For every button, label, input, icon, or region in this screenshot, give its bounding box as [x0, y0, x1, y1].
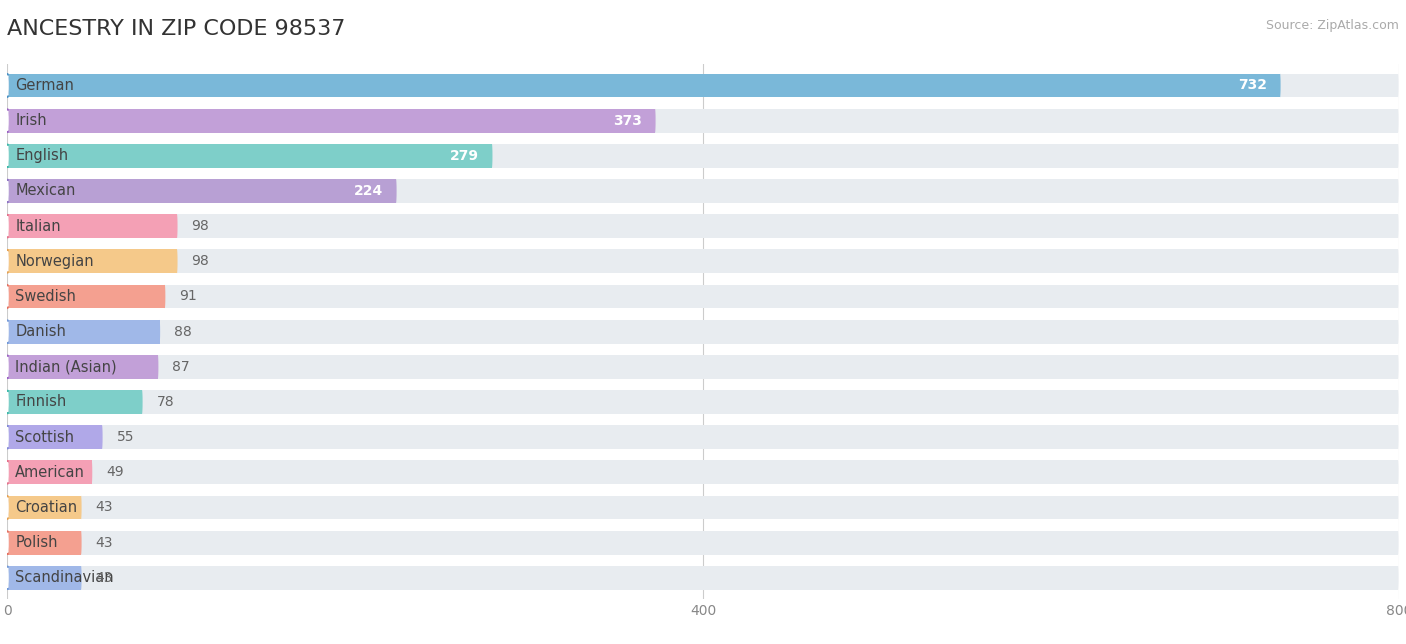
Text: 732: 732: [1237, 79, 1267, 93]
Text: Mexican: Mexican: [15, 184, 76, 198]
Bar: [7, 390, 142, 414]
Text: Polish: Polish: [15, 535, 58, 550]
Bar: [7, 495, 82, 520]
Bar: [7, 495, 1399, 520]
Text: Irish: Irish: [15, 113, 46, 128]
Bar: [7, 285, 1399, 308]
Text: 98: 98: [191, 254, 209, 269]
Text: 88: 88: [174, 325, 191, 339]
Bar: [7, 531, 82, 554]
Bar: [7, 425, 1399, 449]
Bar: [7, 531, 1399, 554]
Bar: [7, 214, 1399, 238]
Bar: [7, 144, 1399, 168]
Text: Finnish: Finnish: [15, 395, 66, 410]
Text: 43: 43: [96, 571, 114, 585]
Bar: [7, 566, 1399, 590]
Text: Indian (Asian): Indian (Asian): [15, 359, 117, 374]
Text: 98: 98: [191, 219, 209, 233]
Bar: [7, 179, 396, 203]
Text: English: English: [15, 148, 69, 164]
Bar: [7, 73, 1279, 97]
Text: 78: 78: [156, 395, 174, 409]
Bar: [7, 460, 1399, 484]
Bar: [7, 355, 157, 379]
Text: 55: 55: [117, 430, 134, 444]
Text: Norwegian: Norwegian: [15, 254, 94, 269]
Bar: [7, 355, 1399, 379]
Bar: [7, 109, 655, 133]
Bar: [7, 249, 177, 273]
Bar: [7, 566, 82, 590]
Text: 224: 224: [353, 184, 382, 198]
Text: 49: 49: [107, 466, 124, 479]
Bar: [7, 214, 177, 238]
Text: 43: 43: [96, 536, 114, 550]
Bar: [7, 73, 1399, 97]
Text: Source: ZipAtlas.com: Source: ZipAtlas.com: [1265, 19, 1399, 32]
Text: Italian: Italian: [15, 219, 60, 234]
Bar: [7, 319, 1399, 344]
Text: Danish: Danish: [15, 324, 66, 339]
Text: Croatian: Croatian: [15, 500, 77, 515]
Text: American: American: [15, 465, 84, 480]
Bar: [7, 425, 103, 449]
Bar: [7, 144, 492, 168]
Text: Scottish: Scottish: [15, 430, 75, 444]
Text: 87: 87: [173, 360, 190, 374]
Bar: [7, 179, 1399, 203]
Text: ANCESTRY IN ZIP CODE 98537: ANCESTRY IN ZIP CODE 98537: [7, 19, 346, 39]
Text: Swedish: Swedish: [15, 289, 76, 304]
Text: Scandinavian: Scandinavian: [15, 571, 114, 585]
Text: 373: 373: [613, 113, 643, 128]
Bar: [7, 109, 1399, 133]
Text: 279: 279: [450, 149, 478, 163]
Bar: [7, 390, 1399, 414]
Bar: [7, 319, 159, 344]
Text: 91: 91: [180, 290, 197, 303]
Text: German: German: [15, 78, 75, 93]
Bar: [7, 285, 165, 308]
Text: 43: 43: [96, 500, 114, 515]
Bar: [7, 249, 1399, 273]
Bar: [7, 460, 91, 484]
